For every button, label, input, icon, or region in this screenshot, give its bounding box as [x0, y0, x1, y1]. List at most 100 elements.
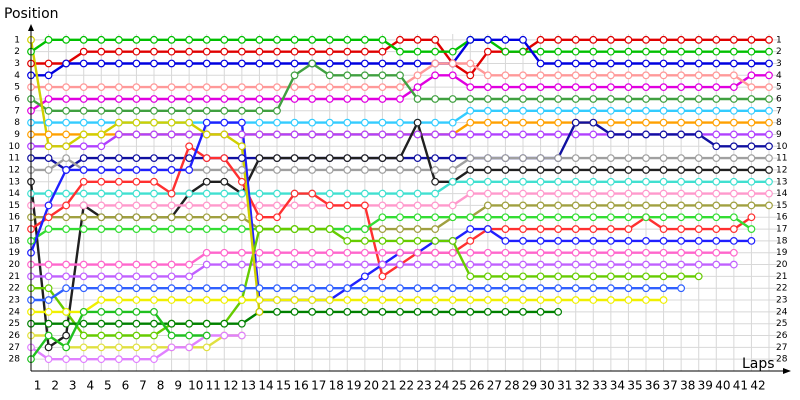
lap-marker [536, 83, 545, 92]
lap-marker [220, 130, 229, 139]
lap-marker [220, 213, 229, 222]
lap-marker [466, 35, 475, 44]
lap-marker [62, 272, 71, 281]
lap-marker [150, 307, 158, 316]
lap-marker [396, 201, 404, 210]
lap-marker [185, 331, 194, 340]
lap-marker [308, 118, 317, 127]
lap-marker [677, 284, 686, 293]
lap-marker [255, 118, 264, 127]
lap-marker [62, 95, 71, 103]
lap-marker [114, 35, 123, 44]
lap-marker [150, 189, 158, 198]
lap-marker [466, 248, 475, 257]
lap-marker [659, 201, 668, 210]
lap-marker [273, 189, 281, 198]
lap-marker [571, 130, 580, 139]
lap-marker [677, 177, 686, 186]
lap-marker [114, 83, 123, 92]
lap-marker [308, 296, 317, 304]
lap-marker [712, 260, 721, 269]
lap-marker [360, 189, 369, 198]
x-tick-label: 24 [434, 379, 449, 393]
lap-marker [729, 166, 738, 174]
lap-marker [642, 248, 650, 257]
lap-marker [624, 260, 633, 269]
lap-marker [97, 95, 106, 103]
lap-marker [185, 59, 194, 68]
lap-marker [729, 142, 738, 151]
lap-marker [483, 260, 492, 269]
lap-marker [360, 154, 369, 163]
y-tick-label-right: 21 [776, 272, 787, 282]
lap-marker [712, 83, 721, 92]
lap-marker [659, 177, 668, 186]
lap-marker [343, 83, 352, 92]
lap-marker [114, 225, 123, 233]
lap-marker [79, 225, 88, 233]
lap-marker [571, 83, 580, 92]
lap-marker [571, 284, 580, 293]
lap-marker [589, 177, 598, 186]
lap-marker [343, 201, 352, 210]
lap-marker [343, 95, 352, 103]
lap-marker [571, 189, 580, 198]
lap-marker [571, 35, 580, 44]
lap-marker [378, 166, 387, 174]
lap-marker [62, 154, 71, 163]
y-tick-label: 5 [14, 83, 20, 93]
y-tick-label-right: 11 [776, 154, 787, 164]
lap-marker [466, 189, 475, 198]
lap-marker [44, 284, 53, 293]
lap-marker [360, 201, 369, 210]
lap-marker [132, 166, 141, 174]
lap-marker [712, 213, 721, 222]
lap-marker [519, 201, 527, 210]
lap-marker [712, 59, 721, 68]
lap-marker [237, 225, 246, 233]
lap-marker [202, 296, 211, 304]
lap-marker [273, 213, 281, 222]
lap-marker [185, 118, 194, 127]
lap-marker [536, 95, 545, 103]
lap-marker [132, 35, 141, 44]
lap-marker [79, 319, 88, 328]
lap-marker [220, 95, 229, 103]
lap-marker [554, 307, 563, 316]
lap-marker [220, 118, 229, 127]
y-tick-label-right: 27 [776, 343, 787, 353]
lap-marker [79, 95, 88, 103]
lap-marker [554, 106, 563, 115]
y-tick-label: 13 [9, 177, 20, 187]
y-tick-label-right: 28 [776, 355, 788, 365]
lap-marker [185, 319, 194, 328]
lap-marker [62, 130, 71, 139]
y-axis-title: Position [4, 6, 59, 22]
lap-marker [360, 248, 369, 257]
lap-marker [519, 213, 527, 222]
lap-marker [606, 177, 615, 186]
lap-marker [44, 213, 53, 222]
lap-marker [536, 118, 545, 127]
lap-marker [501, 83, 510, 92]
lap-marker [729, 71, 738, 80]
lap-marker [589, 296, 598, 304]
lap-marker [255, 106, 264, 115]
lap-marker [150, 118, 158, 127]
lap-marker [765, 59, 773, 68]
lap-marker [360, 272, 369, 281]
lap-marker [589, 106, 598, 115]
lap-marker [483, 154, 492, 163]
x-tick-label: 37 [663, 379, 678, 393]
lap-marker [519, 83, 527, 92]
lap-marker [79, 213, 88, 222]
lap-marker [290, 260, 299, 269]
lap-marker [132, 118, 141, 127]
lap-marker [642, 47, 650, 56]
lap-marker [97, 331, 106, 340]
lap-marker [624, 59, 633, 68]
lap-marker [220, 59, 229, 68]
lap-marker [536, 35, 545, 44]
lap-marker [378, 248, 387, 257]
x-axis-arrow [783, 368, 791, 374]
